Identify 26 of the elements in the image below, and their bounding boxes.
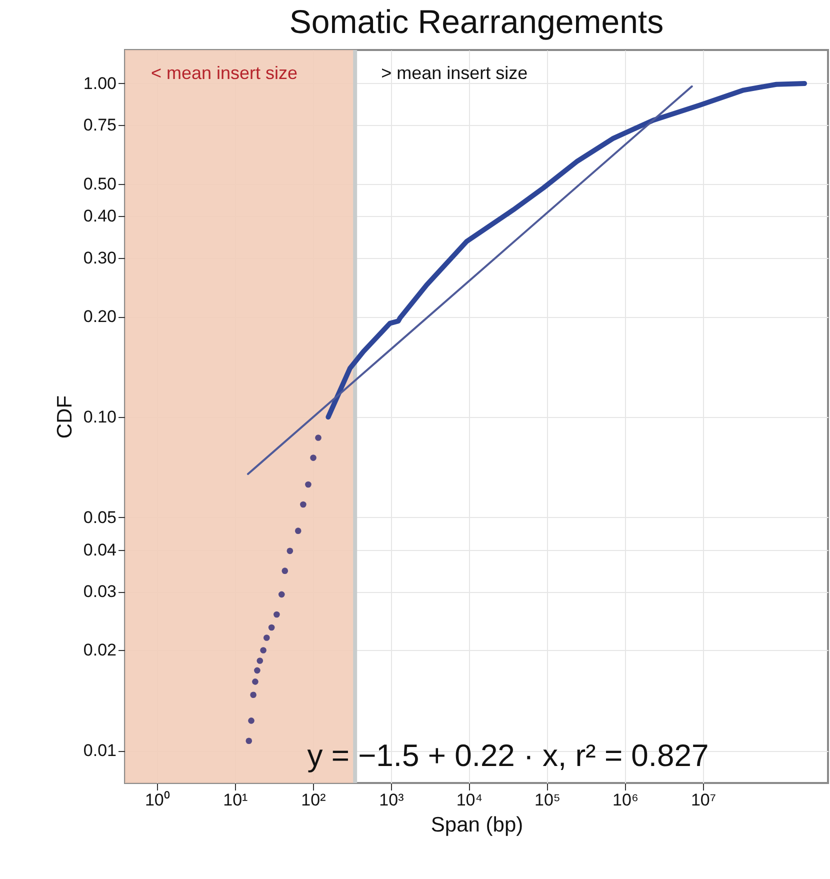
y-tick-label: 0.10 bbox=[83, 408, 116, 427]
x-tick-label: 10⁷ bbox=[690, 790, 716, 810]
y-tick-label: 0.02 bbox=[83, 640, 116, 660]
x-tick-label: 10⁶ bbox=[612, 790, 638, 810]
y-tick-label: 0.20 bbox=[83, 307, 116, 326]
y-tick-label: 0.01 bbox=[83, 741, 116, 760]
x-tick-label: 10¹ bbox=[223, 790, 248, 810]
x-axis-title: Span (bp) bbox=[430, 814, 524, 836]
y-tick-label: 0.40 bbox=[83, 206, 116, 226]
y-tick-label: 0.30 bbox=[83, 248, 116, 268]
y-tick-label: 0.04 bbox=[83, 540, 116, 560]
x-tick-label: 10⁵ bbox=[534, 790, 560, 810]
y-tick-label: 0.03 bbox=[83, 582, 116, 602]
band-label: < mean insert size bbox=[151, 63, 298, 83]
x-tick-label: 10⁴ bbox=[456, 790, 483, 810]
y-tick-label: 0.50 bbox=[83, 174, 116, 194]
y-axis-title: CDF bbox=[53, 395, 76, 439]
ref-line-label: > mean insert size bbox=[381, 63, 528, 83]
chart-title: Somatic Rearrangements bbox=[289, 3, 664, 40]
y-tick-label: 0.75 bbox=[83, 116, 116, 135]
x-tick-label: 10³ bbox=[379, 790, 404, 810]
x-tick-label: 10² bbox=[301, 790, 326, 810]
y-tick-label: 1.00 bbox=[83, 74, 116, 93]
x-tick-label: 10⁰ bbox=[144, 790, 170, 810]
y-tick-label: 0.05 bbox=[83, 508, 116, 527]
annotation: y = −1.5 + 0.22 · x, r² = 0.827 bbox=[307, 738, 709, 773]
